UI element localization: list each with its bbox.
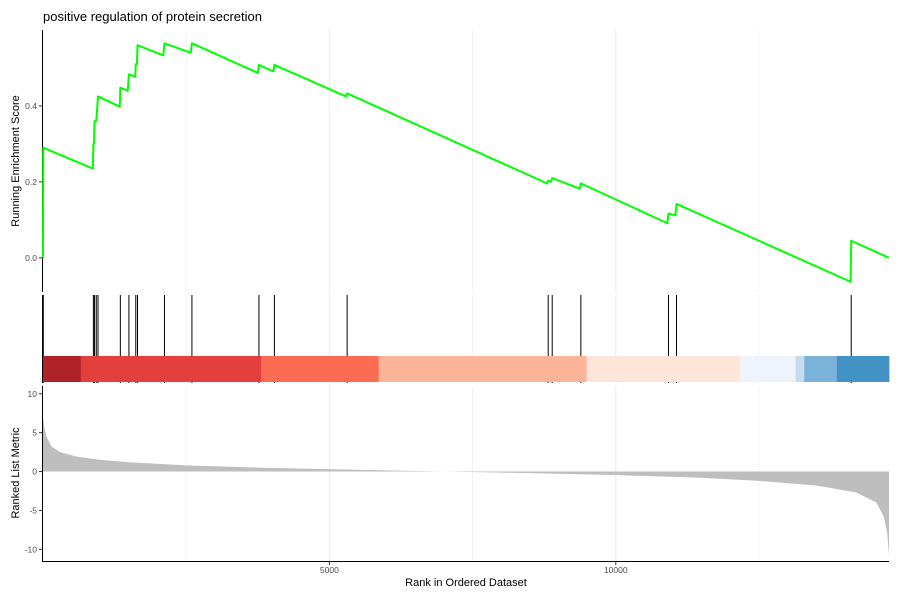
rank-color-bar [43, 356, 890, 382]
ranked-metric-panel: 10 5 0 -5 -10 5000 10000 Ranked List Metric R… [10, 386, 889, 589]
running-score-y-tick-label: 0.0 [25, 253, 37, 263]
x-axis-ticks: 5000 10000 [320, 561, 628, 575]
ranked-metric-y-tick-label: 0 [32, 467, 37, 477]
running-score-gridlines [185, 30, 760, 292]
ranked-metric-y-tick-label: 5 [32, 428, 37, 438]
color-bar-segment [43, 356, 82, 382]
chart-title: positive regulation of protein secretion [43, 9, 262, 24]
ranked-metric-y-tick-label: -10 [25, 544, 38, 554]
running-score-y-ticks: 0.0 0.2 0.4 [25, 101, 42, 263]
running-score-line [42, 42, 890, 283]
color-bar-segment [378, 356, 587, 382]
running-score-panel: 0.0 0.2 0.4 Running Enrichment Score [10, 30, 890, 292]
x-axis-tick-label: 10000 [604, 565, 628, 575]
ranked-metric-y-ticks: 10 5 0 -5 -10 [25, 389, 42, 554]
color-bar-segment [795, 356, 805, 382]
color-bar-segment [836, 356, 890, 382]
running-score-y-tick-label: 0.4 [25, 101, 37, 111]
ranked-metric-y-axis-title: Ranked List Metric [10, 427, 22, 519]
color-bar-segment [80, 356, 262, 382]
ranked-metric-y-tick-label: -5 [29, 505, 37, 515]
running-score-y-tick-label: 0.2 [25, 177, 37, 187]
color-bar-segment [586, 356, 741, 382]
color-bar-segment [804, 356, 838, 382]
hits-panel [42, 295, 890, 383]
color-bar-segment [261, 356, 380, 382]
running-score-y-axis-title: Running Enrichment Score [10, 95, 22, 226]
ranked-metric-area [43, 417, 889, 556]
ranked-metric-y-tick-label: 10 [28, 389, 38, 399]
color-bar-segment [740, 356, 797, 382]
x-axis-title: Rank in Ordered Dataset [405, 577, 527, 589]
x-axis-tick-label: 5000 [320, 565, 339, 575]
